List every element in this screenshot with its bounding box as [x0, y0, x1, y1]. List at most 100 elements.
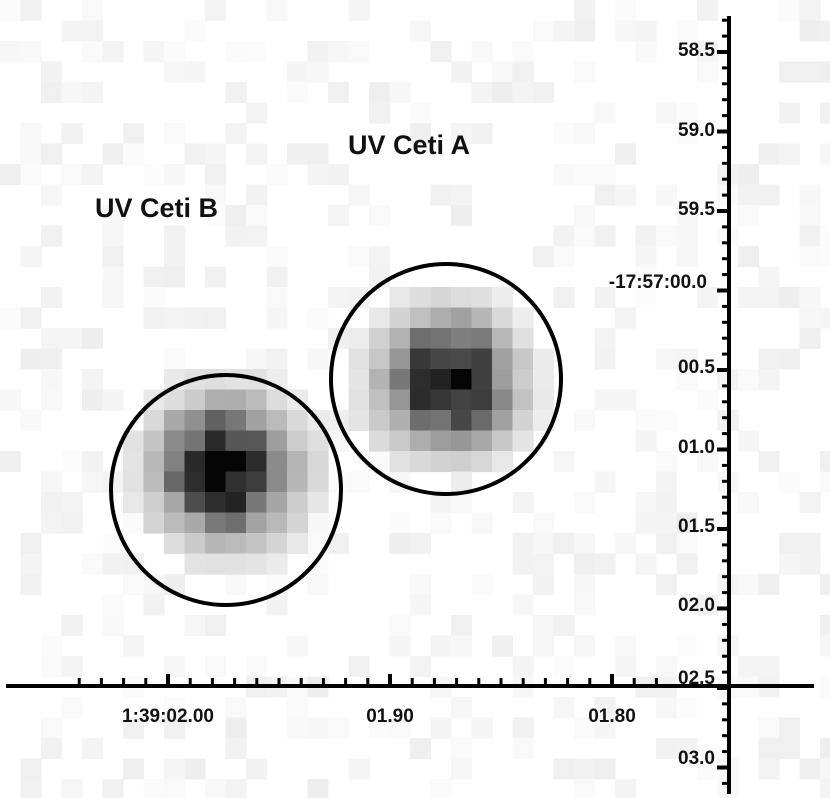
noise-pixel	[246, 184, 268, 206]
noise-pixel	[615, 533, 637, 555]
noise-pixel	[225, 82, 247, 104]
noise-pixel	[266, 287, 288, 309]
noise-pixel	[307, 143, 329, 165]
emission-pixel	[430, 410, 452, 432]
noise-pixel	[20, 410, 42, 432]
noise-pixel	[758, 369, 780, 391]
noise-pixel	[61, 697, 83, 719]
emission-pixel	[205, 410, 227, 432]
noise-pixel	[820, 615, 830, 637]
noise-pixel	[430, 717, 452, 739]
noise-pixel	[102, 553, 124, 575]
noise-pixel	[779, 0, 801, 22]
noise-pixel	[143, 287, 165, 309]
emission-pixel	[451, 328, 473, 350]
noise-pixel	[656, 533, 678, 555]
noise-pixel	[369, 205, 391, 227]
noise-pixel	[820, 61, 830, 83]
noise-pixel	[799, 758, 821, 780]
noise-pixel	[553, 533, 575, 555]
noise-pixel	[184, 615, 206, 637]
noise-pixel	[143, 574, 165, 596]
emission-pixel	[492, 389, 514, 411]
source-b-region-circle	[109, 373, 343, 607]
noise-pixel	[369, 102, 391, 124]
emission-pixel	[184, 553, 206, 575]
emission-pixel	[266, 492, 288, 514]
noise-pixel	[20, 553, 42, 575]
noise-pixel	[594, 348, 616, 370]
noise-pixel	[779, 61, 801, 83]
noise-pixel	[123, 553, 145, 575]
noise-pixel	[656, 348, 678, 370]
noise-pixel	[779, 553, 801, 575]
noise-pixel	[656, 102, 678, 124]
noise-pixel	[615, 20, 637, 42]
noise-pixel	[656, 492, 678, 514]
noise-pixel	[348, 287, 370, 309]
noise-pixel	[512, 41, 534, 63]
noise-pixel	[676, 20, 698, 42]
noise-pixel	[594, 471, 616, 493]
emission-pixel	[287, 492, 309, 514]
noise-pixel	[307, 41, 329, 63]
emission-pixel	[451, 307, 473, 329]
noise-pixel	[246, 348, 268, 370]
noise-pixel	[430, 184, 452, 206]
noise-pixel	[307, 164, 329, 186]
noise-pixel	[307, 553, 329, 575]
noise-pixel	[553, 697, 575, 719]
emission-pixel	[410, 389, 432, 411]
noise-pixel	[348, 246, 370, 268]
noise-pixel	[676, 738, 698, 760]
emission-pixel	[389, 369, 411, 391]
noise-pixel	[369, 246, 391, 268]
noise-pixel	[20, 307, 42, 329]
noise-pixel	[266, 0, 288, 22]
noise-pixel	[471, 512, 493, 534]
noise-pixel	[738, 164, 760, 186]
ra-tick-label: 01.90	[366, 706, 414, 727]
emission-pixel	[492, 328, 514, 350]
noise-pixel	[287, 717, 309, 739]
emission-pixel	[143, 430, 165, 452]
dec-tick-label: 01.0	[678, 437, 715, 458]
noise-pixel	[779, 738, 801, 760]
noise-pixel	[799, 328, 821, 350]
noise-pixel	[553, 758, 575, 780]
noise-pixel	[676, 225, 698, 247]
noise-pixel	[820, 779, 830, 798]
noise-pixel	[82, 0, 104, 22]
noise-pixel	[61, 123, 83, 145]
emission-pixel	[184, 512, 206, 534]
noise-pixel	[635, 512, 657, 534]
emission-pixel	[246, 451, 268, 473]
source-a-region-circle	[329, 262, 563, 496]
emission-pixel	[512, 328, 534, 350]
emission-pixel	[225, 533, 247, 555]
noise-pixel	[348, 0, 370, 22]
emission-pixel	[164, 512, 186, 534]
noise-pixel	[656, 738, 678, 760]
dec-tick-label: 59.0	[678, 120, 715, 141]
emission-pixel	[471, 328, 493, 350]
emission-pixel	[287, 533, 309, 555]
noise-pixel	[348, 471, 370, 493]
noise-pixel	[676, 348, 698, 370]
noise-pixel	[61, 328, 83, 350]
noise-pixel	[758, 184, 780, 206]
noise-pixel	[164, 61, 186, 83]
emission-pixel	[225, 553, 247, 575]
noise-pixel	[533, 553, 555, 575]
emission-pixel	[266, 553, 288, 575]
emission-pixel	[205, 533, 227, 555]
emission-pixel	[266, 471, 288, 493]
noise-pixel	[594, 225, 616, 247]
noise-pixel	[184, 143, 206, 165]
noise-pixel	[266, 307, 288, 329]
noise-pixel	[574, 410, 596, 432]
emission-pixel	[512, 389, 534, 411]
emission-pixel	[512, 348, 534, 370]
emission-pixel	[205, 492, 227, 514]
ra-tick-label: 01.80	[588, 706, 636, 727]
